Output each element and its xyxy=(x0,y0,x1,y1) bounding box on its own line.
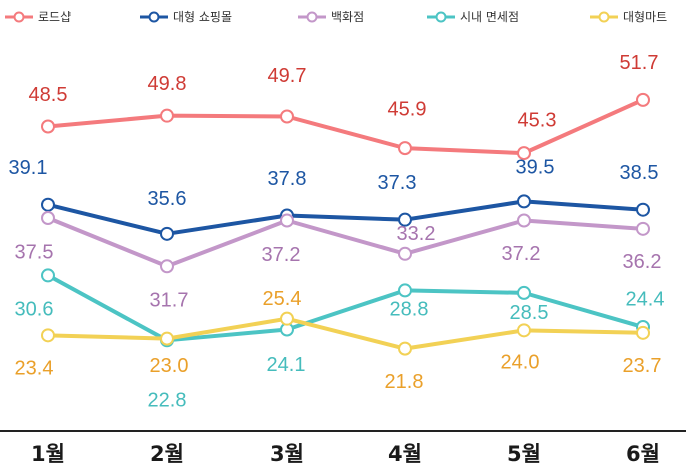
x-tick-label: 4월 xyxy=(388,442,422,466)
data-point-4-5 xyxy=(636,325,650,340)
series-line-2 xyxy=(47,216,644,269)
data-label-3-4: 28.5 xyxy=(510,302,549,324)
data-label-0-4: 45.3 xyxy=(518,109,557,131)
data-label-4-4: 24.0 xyxy=(501,352,540,374)
x-tick-label: 2월 xyxy=(150,442,184,466)
data-label-2-4: 37.2 xyxy=(502,243,541,265)
data-label-3-0: 30.6 xyxy=(15,299,54,321)
data-label-3-2: 24.1 xyxy=(267,354,306,376)
data-label-0-1: 49.8 xyxy=(148,73,187,95)
data-point-4-1 xyxy=(160,331,174,346)
series-line-0 xyxy=(47,98,644,156)
data-point-4-3 xyxy=(398,341,412,356)
legend-swatch-marker xyxy=(148,11,160,22)
legend-item-4: 대형마트 xyxy=(589,8,667,25)
legend-swatch-marker xyxy=(598,11,610,22)
x-tick-label: 6월 xyxy=(626,442,660,466)
data-label-1-3: 37.3 xyxy=(378,172,417,194)
data-label-0-0: 48.5 xyxy=(29,84,68,106)
legend-label: 대형 쇼핑몰 xyxy=(173,10,233,24)
data-point-2-4 xyxy=(517,213,531,228)
data-point-2-0 xyxy=(41,211,55,226)
data-label-1-4: 39.5 xyxy=(516,157,555,179)
series-line-3 xyxy=(47,273,644,343)
data-point-0-0 xyxy=(41,119,55,134)
legend-item-1: 대형 쇼핑몰 xyxy=(139,8,232,25)
data-label-2-2: 37.2 xyxy=(262,244,301,266)
data-point-2-5 xyxy=(636,221,650,236)
legend-swatch xyxy=(298,11,326,22)
data-label-2-5: 36.2 xyxy=(623,251,662,273)
data-label-3-1: 22.8 xyxy=(148,390,187,412)
x-tick-label: 5월 xyxy=(507,442,541,466)
data-label-4-1: 23.0 xyxy=(150,355,189,377)
data-label-1-0: 39.1 xyxy=(9,157,48,179)
data-point-2-3 xyxy=(398,246,412,261)
data-point-4-2 xyxy=(280,311,294,326)
data-label-0-5: 51.7 xyxy=(620,52,659,74)
data-point-1-0 xyxy=(41,197,55,212)
legend-swatch xyxy=(5,11,33,22)
legend-item-0: 로드샵 xyxy=(4,8,71,25)
x-tick-label: 3월 xyxy=(270,442,304,466)
legend-label: 백화점 xyxy=(331,10,365,24)
series-markers xyxy=(41,92,650,356)
data-label-2-0: 37.5 xyxy=(15,241,54,263)
data-point-1-4 xyxy=(517,194,531,209)
data-point-0-5 xyxy=(636,92,650,107)
data-point-3-4 xyxy=(517,285,531,300)
data-point-0-1 xyxy=(160,108,174,123)
data-label-1-1: 35.6 xyxy=(148,188,187,210)
data-label-3-3: 28.8 xyxy=(390,299,429,321)
data-point-1-5 xyxy=(636,202,650,217)
legend-item-2: 백화점 xyxy=(297,8,364,25)
data-point-0-3 xyxy=(398,141,412,156)
series-line-4 xyxy=(47,316,644,351)
legend-swatch xyxy=(427,11,455,22)
data-labels: 48.5 49.8 49.7 45.9 45.3 51.7 39.1 35.6 37.8 37.3… xyxy=(9,52,665,411)
legend: 로드샵 대형 쇼핑몰 백화점 시내 면세점 대형마트 xyxy=(0,8,686,30)
legend-swatch xyxy=(590,11,618,22)
data-point-1-3 xyxy=(398,212,412,227)
data-point-3-0 xyxy=(41,268,55,283)
legend-swatch xyxy=(140,11,168,22)
data-label-2-1: 31.7 xyxy=(150,290,189,312)
data-label-3-5: 24.4 xyxy=(626,288,665,310)
data-point-4-0 xyxy=(41,328,55,343)
data-label-1-2: 37.8 xyxy=(268,168,307,190)
legend-label: 시내 면세점 xyxy=(460,10,520,24)
data-point-0-4 xyxy=(517,146,531,161)
x-tick-label: 1월 xyxy=(31,442,65,466)
data-label-4-0: 23.4 xyxy=(15,358,54,380)
data-point-4-4 xyxy=(517,323,531,338)
data-label-4-3: 21.8 xyxy=(385,371,424,393)
data-point-0-2 xyxy=(280,109,294,124)
data-point-2-2 xyxy=(280,213,294,228)
legend-label: 로드샵 xyxy=(38,10,72,24)
legend-swatch-marker xyxy=(13,11,25,22)
data-label-4-5: 23.7 xyxy=(623,355,662,377)
legend-swatch-marker xyxy=(306,11,318,22)
series-line-1 xyxy=(47,199,644,236)
data-point-2-1 xyxy=(160,259,174,274)
data-label-2-3: 33.2 xyxy=(397,223,436,245)
legend-item-3: 시내 면세점 xyxy=(426,8,519,25)
data-point-1-1 xyxy=(160,226,174,241)
data-label-1-5: 38.5 xyxy=(620,162,659,184)
data-label-4-2: 25.4 xyxy=(263,288,302,310)
series-lines xyxy=(47,98,644,351)
data-point-3-3 xyxy=(398,283,412,298)
data-label-0-2: 49.7 xyxy=(268,65,307,87)
legend-label: 대형마트 xyxy=(623,10,668,24)
x-axis-ticks: 1월 2월 3월 4월 5월 6월 xyxy=(31,442,660,466)
data-label-0-3: 45.9 xyxy=(388,98,427,120)
legend-swatch-marker xyxy=(435,11,447,22)
